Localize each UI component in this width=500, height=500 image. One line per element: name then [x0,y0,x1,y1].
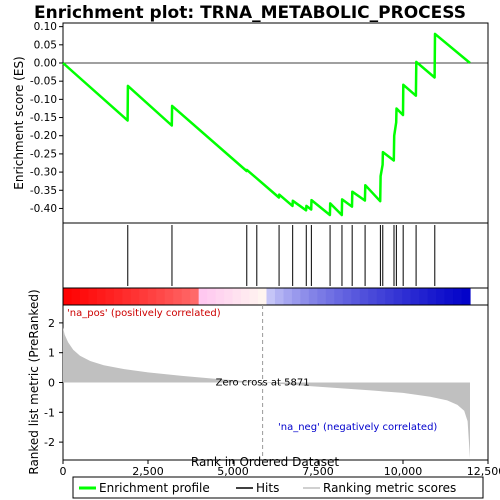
color-bar-segment [139,288,149,305]
x-axis: 0 2,500 5,000 7,500 10,000 12,500 [60,460,500,478]
color-bar-segment [181,288,191,305]
color-bar-segment [105,288,115,305]
color-bar-segment [88,288,98,305]
es-y-tick-label: -0.25 [30,148,57,160]
legend-metric-label: Ranking metric scores [323,481,456,495]
x-tick-label: 5,000 [217,465,249,478]
es-y-tick-label: -0.10 [30,94,57,106]
color-bar-segment [393,288,403,305]
color-bar-segment [359,288,369,305]
color-bar-segment [283,288,293,305]
color-bar-segment [266,288,276,305]
color-bar-segment [173,288,183,305]
enrichment-profile-line [62,32,471,217]
color-bar-segment [147,288,157,305]
color-bar-segment [342,288,352,305]
x-tick-label: 10,000 [384,465,423,478]
x-tick-label: 0 [60,465,67,478]
color-bar-segment [249,288,259,305]
es-y-tick-label: -0.15 [30,112,57,124]
es-y-axis: 0.10 0.05 0.00 -0.05 -0.10 -0.15 -0.20 -0.25 -0.… [30,21,63,215]
color-bar-segment [410,288,420,305]
color-bar-segment [444,288,454,305]
es-y-axis-label: Enrichment score (ES) [12,56,26,189]
color-bar-segment [122,288,132,305]
color-bar-segment [130,288,140,305]
es-y-tick-label: -0.35 [30,185,57,197]
es-y-tick-label: -0.05 [30,76,57,88]
color-bar-segment [215,288,225,305]
color-bar-segment [300,288,310,305]
color-bar-segment [368,288,378,305]
es-y-tick-label: -0.20 [30,130,57,142]
color-bar-segment [198,288,208,305]
metric-y-tick-label: 0 [48,377,55,390]
color-bar-segment [71,288,81,305]
es-y-tick-label: 0.10 [34,21,57,33]
color-bar-segment [258,288,268,305]
color-bar-segment [156,288,166,305]
color-bar-segment [224,288,234,305]
color-bar-segment [63,288,73,305]
color-bar-segment [190,288,200,305]
positive-correlation-label: 'na_pos' (positively correlated) [67,308,221,319]
es-y-tick-label: 0.00 [34,58,57,70]
color-bar-segment [334,288,344,305]
metric-y-tick-label: -1 [44,406,55,419]
legend-box [72,476,484,499]
color-bar-segment [436,288,446,305]
color-bar-segment [427,288,437,305]
color-bar-segment [402,288,412,305]
hit-markers [127,225,436,286]
color-bar-segment [351,288,361,305]
color-bar-segment [461,288,471,305]
color-bar-segment [376,288,386,305]
color-bar-segment [308,288,318,305]
color-bar-segment [325,288,335,305]
rank-color-bar [63,288,471,305]
es-panel [62,22,489,224]
x-tick-label: 2,500 [132,465,164,478]
color-bar-segment [385,288,395,305]
color-bar-segment [419,288,429,305]
negative-correlation-label: 'na_neg' (negatively correlated) [278,422,437,433]
chart-title: Enrichment plot: TRNA_METABOLIC_PROCESS [34,3,466,23]
color-bar-segment [241,288,251,305]
metric-y-tick-label: 2 [48,317,55,330]
x-axis-label: Rank in Ordered Dataset [191,455,339,469]
color-bar-segment [232,288,242,305]
color-bar-segment [317,288,327,305]
color-bar-segment [291,288,302,305]
color-bar-segment [113,288,123,305]
metric-y-axis: 2 1 0 -1 -2 [44,317,63,449]
zero-cross-label: Zero cross at 5871 [216,378,310,389]
legend-enrichment-label: Enrichment profile [99,481,210,495]
color-bar-segment [274,288,285,305]
color-bar-segment [79,288,90,305]
metric-y-axis-label: Ranked list metric (PreRanked) [27,289,41,474]
es-y-tick-label: 0.05 [34,39,57,51]
x-tick-label: 12,500 [467,465,500,478]
metric-y-tick-label: 1 [48,347,55,360]
color-bar-segment [96,288,106,305]
color-bar-segment [207,288,217,305]
es-y-tick-label: -0.40 [30,203,57,215]
metric-y-tick-label: -2 [44,436,55,449]
x-tick-label: 7,500 [302,465,334,478]
hits-panel [62,222,489,289]
legend-hits-label: Hits [256,481,279,495]
color-bar-segment [453,288,463,305]
color-bar-segment [164,288,174,305]
es-y-tick-label: -0.30 [30,167,57,179]
